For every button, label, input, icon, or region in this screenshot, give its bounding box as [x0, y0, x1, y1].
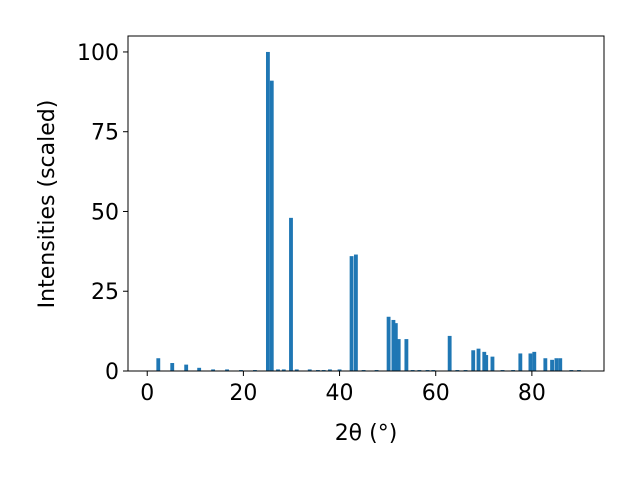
bar [156, 358, 161, 371]
bar [328, 369, 332, 371]
bar [276, 369, 280, 371]
x-tick-label: 60 [422, 381, 450, 406]
bar [396, 339, 401, 371]
bar [281, 369, 286, 371]
x-tick-label: 0 [140, 381, 154, 406]
bar [476, 348, 481, 371]
y-axis-label: Intensities (scaled) [35, 100, 60, 309]
bar [265, 51, 270, 371]
bar [490, 356, 495, 371]
bar [225, 369, 229, 371]
y-tick-label: 25 [91, 280, 119, 305]
bar [404, 339, 409, 371]
bar [550, 359, 554, 371]
bar [170, 363, 175, 371]
bar [197, 367, 202, 371]
bar [471, 350, 476, 371]
y-tick-label: 0 [105, 360, 119, 385]
y-tick-label: 75 [91, 121, 119, 146]
bar [386, 316, 391, 371]
bar [543, 358, 548, 371]
bar [184, 364, 189, 371]
bar [349, 256, 354, 371]
bar [391, 319, 396, 371]
x-tick-label: 80 [518, 381, 546, 406]
bar [269, 80, 274, 372]
bar [307, 369, 312, 371]
bar [353, 254, 358, 371]
x-axis-label: 2θ (°) [335, 421, 398, 446]
bar [532, 351, 537, 371]
bar [484, 355, 489, 371]
bar [447, 335, 452, 371]
bar [337, 369, 342, 371]
bar [289, 217, 293, 371]
bar [558, 358, 563, 371]
bar [528, 353, 533, 371]
bar [294, 369, 299, 371]
bar [554, 358, 559, 371]
bar [211, 369, 216, 371]
bar [393, 323, 398, 371]
y-tick-label: 100 [77, 41, 119, 66]
plot-frame [127, 35, 605, 372]
x-tick-label: 20 [229, 381, 257, 406]
y-tick-label: 50 [91, 200, 119, 225]
bar [518, 353, 523, 371]
x-tick-label: 40 [326, 381, 354, 406]
